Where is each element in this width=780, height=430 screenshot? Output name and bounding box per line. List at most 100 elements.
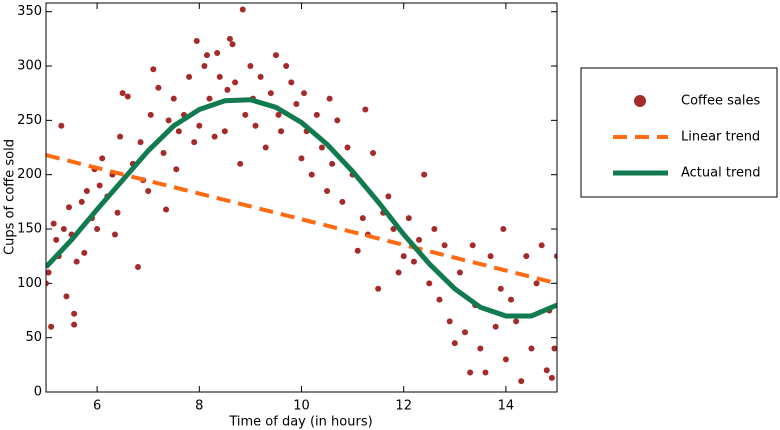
- point: [436, 296, 443, 303]
- point: [278, 128, 285, 135]
- x-tick-label: 8: [195, 399, 203, 414]
- point: [308, 171, 315, 178]
- point: [137, 139, 144, 146]
- y-tick-label: 150: [17, 222, 42, 237]
- point: [492, 323, 499, 330]
- point: [288, 79, 295, 86]
- y-tick-label: 0: [34, 385, 42, 400]
- point: [339, 198, 346, 205]
- point: [405, 215, 412, 222]
- point: [318, 144, 325, 151]
- point: [124, 93, 131, 100]
- point: [257, 73, 264, 80]
- point: [370, 149, 377, 156]
- point: [58, 122, 65, 129]
- point: [60, 226, 67, 233]
- point: [160, 149, 167, 156]
- point: [262, 144, 269, 151]
- point: [81, 249, 88, 256]
- point: [247, 63, 254, 70]
- point: [298, 155, 305, 162]
- point: [150, 66, 157, 73]
- point: [193, 38, 200, 45]
- point: [497, 285, 504, 292]
- point: [508, 296, 515, 303]
- point: [477, 345, 484, 352]
- point: [163, 206, 170, 213]
- point: [313, 111, 320, 118]
- point: [78, 198, 85, 205]
- point: [229, 41, 236, 48]
- point: [329, 160, 336, 167]
- point: [73, 258, 80, 265]
- point: [456, 269, 463, 276]
- point: [155, 84, 162, 91]
- x-tick-label: 12: [395, 399, 412, 414]
- legend-label: Linear trend: [681, 130, 760, 145]
- point: [65, 204, 72, 211]
- point: [533, 280, 540, 287]
- point: [196, 122, 203, 129]
- y-tick-label: 200: [17, 167, 42, 182]
- point: [528, 345, 535, 352]
- point: [226, 35, 233, 42]
- point: [301, 90, 308, 97]
- point: [214, 49, 221, 56]
- point: [46, 269, 52, 276]
- point: [114, 209, 121, 216]
- point: [487, 253, 494, 260]
- point: [96, 182, 103, 189]
- point: [272, 52, 279, 59]
- point: [170, 95, 177, 102]
- point: [119, 90, 126, 97]
- point: [147, 111, 154, 118]
- point: [334, 117, 341, 124]
- point: [145, 187, 152, 194]
- point: [500, 226, 507, 233]
- point: [293, 101, 300, 108]
- point: [431, 226, 438, 233]
- point: [111, 231, 118, 238]
- y-tick-label: 50: [25, 330, 42, 345]
- x-axis-label: Time of day (in hours): [228, 415, 372, 430]
- point: [518, 378, 525, 385]
- point: [203, 52, 210, 59]
- x-tick-label: 6: [93, 399, 101, 414]
- point: [482, 369, 489, 376]
- point: [426, 280, 433, 287]
- trend-line: [46, 97, 557, 319]
- legend-label: Coffee sales: [681, 94, 760, 109]
- point: [94, 226, 101, 233]
- point: [71, 310, 78, 317]
- point: [548, 374, 555, 381]
- point: [324, 187, 331, 194]
- point: [165, 117, 172, 124]
- point: [117, 133, 124, 140]
- point: [63, 293, 70, 300]
- point: [551, 345, 557, 352]
- point: [134, 264, 141, 271]
- point: [538, 242, 545, 249]
- point: [390, 226, 397, 233]
- point: [53, 236, 60, 243]
- point: [71, 321, 78, 328]
- point: [206, 95, 213, 102]
- point: [46, 280, 49, 287]
- point: [224, 86, 231, 93]
- point: [186, 73, 193, 80]
- point: [267, 90, 274, 97]
- point: [99, 155, 106, 162]
- point: [242, 111, 249, 118]
- point: [173, 166, 180, 173]
- point: [410, 258, 417, 265]
- point: [446, 318, 453, 325]
- y-tick-label: 100: [17, 276, 42, 291]
- point: [239, 6, 246, 13]
- point: [395, 269, 402, 276]
- point: [421, 171, 428, 178]
- point: [211, 133, 218, 140]
- point: [513, 318, 520, 325]
- point: [50, 220, 57, 227]
- legend-label: Actual trend: [681, 166, 761, 181]
